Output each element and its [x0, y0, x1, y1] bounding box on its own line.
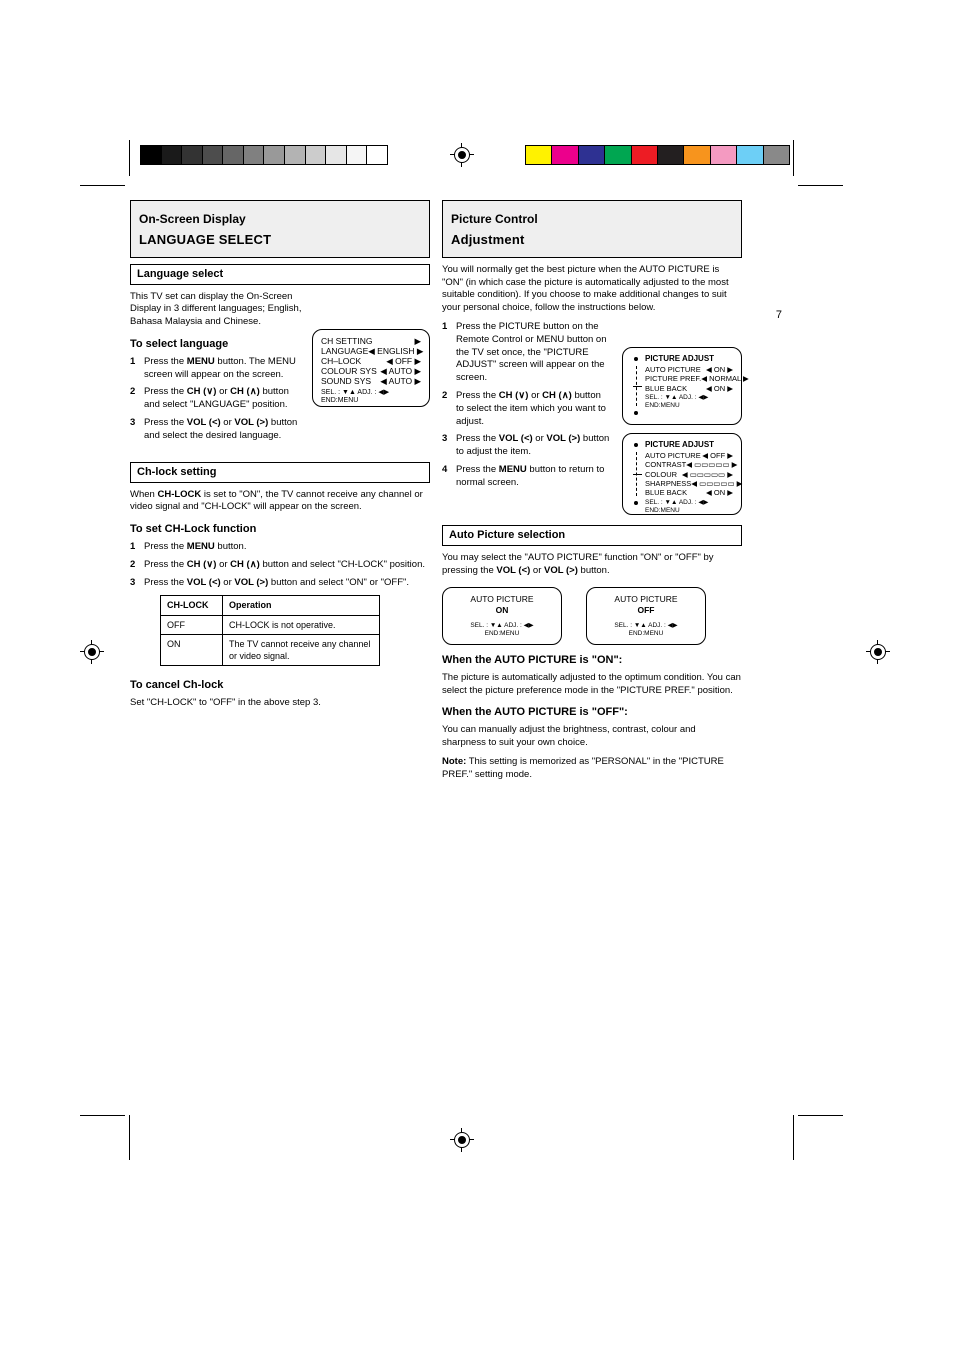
auto-picture-off-heading: When the AUTO PICTURE is "OFF":	[442, 705, 742, 720]
osd-row: CONTRAST◀ ▭▭▭▭▭ ▶	[645, 460, 733, 469]
osd-row: BLUE BACK◀ ON ▶	[645, 384, 733, 393]
osd-row: BLUE BACK◀ ON ▶	[645, 488, 733, 497]
auto-picture-text: You may select the "AUTO PICTURE" functi…	[442, 552, 742, 578]
crop-mark	[798, 185, 843, 186]
osd-row: COLOUR◀ ▭▭▭▭▭ ▶	[645, 470, 733, 479]
language-intro-text: This TV set can display the On-Screen Di…	[130, 291, 302, 329]
chlock-table: CH-LOCK Operation OFFCH-LOCK is not oper…	[160, 595, 380, 666]
osd-title: PICTURE ADJUST	[645, 354, 733, 364]
picture-intro-text: You will normally get the best picture w…	[442, 264, 742, 315]
section-header-osd: On-Screen Display LANGUAGE SELECT	[130, 200, 430, 258]
picture-adjust-steps: 1Press the PICTURE button on the Remote …	[442, 321, 610, 515]
osd-row: PICTURE PREF.◀ NORMAL ▶	[645, 374, 733, 383]
osd-auto-picture-off: AUTO PICTURE OFF SEL. : ▼▲ ADJ. : ◀▶ END…	[586, 587, 706, 645]
section-title: Adjustment	[451, 231, 733, 249]
auto-picture-note: Note: This setting is memorized as "PERS…	[442, 756, 742, 782]
osd-title: PICTURE ADJUST	[645, 440, 733, 450]
step-item: 2Press the CH (∨) or CH (∧) button and s…	[130, 559, 430, 572]
chlock-steps: 1Press the MENU button. 2Press the CH (∨)…	[130, 541, 430, 589]
table-row: ONThe TV cannot receive any channel or v…	[161, 634, 380, 665]
osd-line: AUTO PICTURE	[451, 594, 553, 605]
color-calibration-bar	[525, 145, 790, 165]
page-number: 7	[776, 309, 782, 321]
step-item: 2Press the CH (∨) or CH (∧) button and s…	[130, 386, 302, 412]
crop-mark	[80, 1115, 125, 1116]
osd-row: COLOUR SYS◀ AUTO ▶	[321, 366, 421, 376]
auto-picture-on-text: The picture is automatically adjusted to…	[442, 672, 742, 698]
registration-mark-icon	[80, 640, 104, 664]
table-col-operation: Operation	[223, 596, 380, 615]
osd-hint: SEL. : ▼▲ ADJ. : ◀▶	[451, 622, 553, 630]
section-pretitle: Picture Control	[451, 211, 733, 227]
crop-mark	[793, 1115, 794, 1160]
chlock-intro: When CH-LOCK is set to "ON", the TV cann…	[130, 489, 430, 515]
osd-row: SHARPNESS◀ ▭▭▭▭▭ ▶	[645, 479, 733, 488]
right-column: Picture Control Adjustment You will norm…	[442, 200, 742, 782]
osd-hint: END:MENU	[451, 630, 553, 638]
step-item: 2Press the CH (∨) or CH (∧) button to se…	[442, 390, 610, 428]
osd-row: LANGUAGE◀ ENGLISH ▶	[321, 346, 421, 356]
to-select-language-heading: To select language	[130, 337, 302, 352]
step-item: 4Press the MENU button to return to norm…	[442, 464, 610, 490]
osd-hint: SEL. : ▼▲ ADJ. : ◀▶ END:MENU	[645, 394, 733, 410]
osd-auto-picture-on: AUTO PICTURE ON SEL. : ▼▲ ADJ. : ◀▶ END:…	[442, 587, 562, 645]
step-item: 3Press the VOL (<) or VOL (>) button to …	[442, 433, 610, 459]
brightness-scale-icon	[629, 354, 643, 418]
section-title: LANGUAGE SELECT	[139, 231, 421, 249]
subhead-auto-picture: Auto Picture selection	[442, 525, 742, 546]
osd-row: AUTO PICTURE◀ ON ▶	[645, 365, 733, 374]
registration-mark-icon	[450, 1128, 474, 1152]
registration-mark-icon	[866, 640, 890, 664]
registration-mark-icon	[450, 143, 474, 167]
section-header-picture: Picture Control Adjustment	[442, 200, 742, 258]
step-item: 1Press the MENU button. The MENU screen …	[130, 356, 302, 382]
table-row: OFFCH-LOCK is not operative.	[161, 615, 380, 634]
osd-row: AUTO PICTURE◀ OFF ▶	[645, 451, 733, 460]
osd-hint: SEL. : ▼▲ ADJ. : ◀▶ END:MENU	[645, 499, 733, 515]
grayscale-calibration-bar	[140, 145, 388, 165]
brightness-scale-icon	[629, 440, 643, 508]
osd-menu-screen: CH SETTING▶LANGUAGE◀ ENGLISH ▶CH–LOCK◀ O…	[312, 329, 430, 407]
step-item: 3Press the VOL (<) or VOL (>) button and…	[130, 417, 302, 443]
osd-picture-adjust-off: PICTURE ADJUST AUTO PICTURE◀ OFF ▶CONTRA…	[622, 433, 742, 515]
step-item: 1Press the MENU button.	[130, 541, 430, 554]
osd-hint: SEL. : ▼▲ ADJ. : ◀▶	[595, 622, 697, 630]
subhead-chlock: Ch-lock setting	[130, 462, 430, 483]
crop-mark	[129, 1115, 130, 1160]
section-pretitle: On-Screen Display	[139, 211, 421, 227]
osd-hint: END:MENU	[595, 630, 697, 638]
osd-row: CH–LOCK◀ OFF ▶	[321, 356, 421, 366]
crop-mark	[798, 1115, 843, 1116]
to-set-chlock-heading: To set CH-Lock function	[130, 522, 430, 537]
table-col-chlock: CH-LOCK	[161, 596, 223, 615]
osd-line: ON	[451, 605, 553, 616]
auto-picture-off-text: You can manually adjust the brightness, …	[442, 724, 742, 750]
osd-line: AUTO PICTURE	[595, 594, 697, 605]
cancel-chlock-text: Set "CH-LOCK" to "OFF" in the above step…	[130, 697, 430, 710]
osd-row: SOUND SYS◀ AUTO ▶	[321, 376, 421, 386]
osd-picture-adjust-on: PICTURE ADJUST AUTO PICTURE◀ ON ▶PICTURE…	[622, 347, 742, 425]
osd-menu-hint: SEL. : ▼▲ ADJ. : ◀▶ END:MENU	[321, 389, 421, 407]
step-item: 1Press the PICTURE button on the Remote …	[442, 321, 610, 385]
osd-row: CH SETTING▶	[321, 336, 421, 346]
osd-line: OFF	[595, 605, 697, 616]
cancel-chlock-heading: To cancel Ch-lock	[130, 678, 430, 693]
language-select-steps: 1Press the MENU button. The MENU screen …	[130, 356, 302, 443]
auto-picture-on-heading: When the AUTO PICTURE is "ON":	[442, 653, 742, 668]
left-column: On-Screen Display LANGUAGE SELECT Langua…	[130, 200, 430, 710]
crop-mark	[793, 140, 794, 176]
crop-mark	[129, 140, 130, 176]
crop-mark	[80, 185, 125, 186]
subhead-language-select: Language select	[130, 264, 430, 285]
step-item: 3Press the VOL (<) or VOL (>) button and…	[130, 577, 430, 590]
